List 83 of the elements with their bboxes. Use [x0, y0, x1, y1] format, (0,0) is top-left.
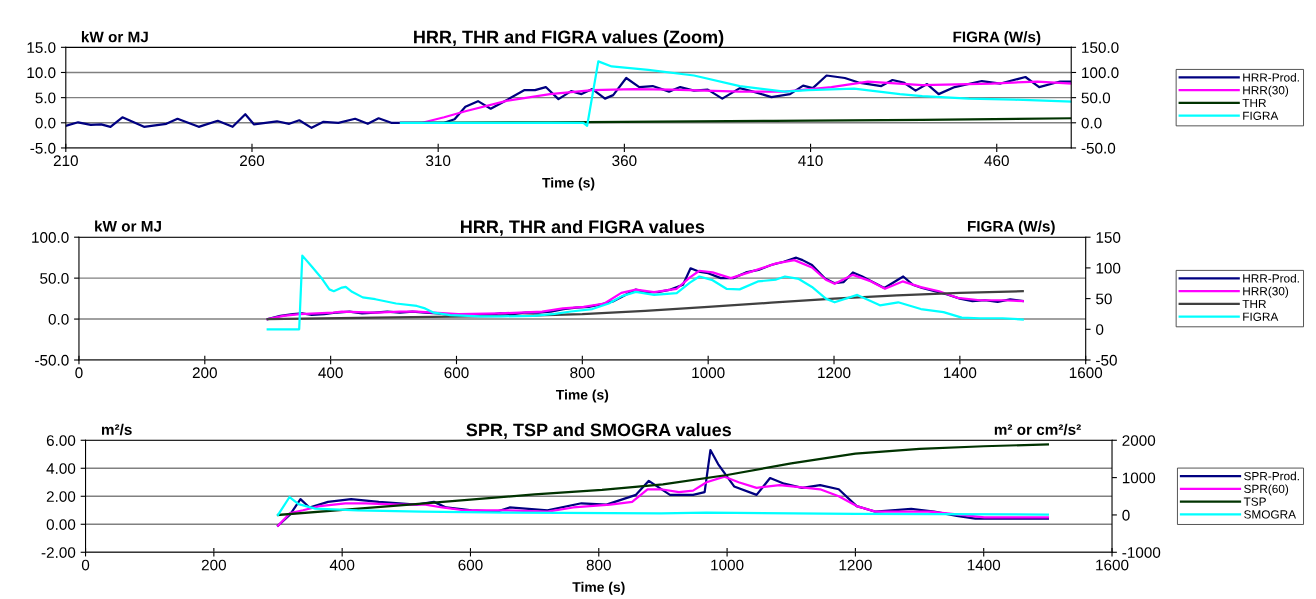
y2-tick-label: -50	[1096, 354, 1117, 366]
x-tick-label: 800	[570, 367, 595, 379]
y-tick-label: 0.0	[48, 313, 69, 325]
x-axis-title: Time (s)	[572, 581, 625, 595]
x-axis-title: Time (s)	[555, 389, 609, 403]
x-tick-label: 1000	[711, 559, 744, 571]
y2-axis-title: m² or cm²/s²	[994, 423, 1081, 436]
legend-label: HRR(30)	[1243, 286, 1289, 298]
x-tick-label: 1000	[692, 367, 725, 379]
y2-tick-label: 100	[1096, 262, 1121, 274]
x-tick-label: 200	[201, 559, 226, 571]
line-series	[276, 495, 1049, 517]
x-axis-title: Time (s)	[542, 177, 595, 191]
y-tick-label: -50.0	[35, 354, 69, 366]
x-tick-label: 310	[426, 155, 451, 167]
legend-label: THR	[1242, 98, 1266, 108]
y2-tick-label: 0	[1096, 324, 1104, 335]
y2-axis-title: FIGRA (W/s)	[953, 31, 1041, 46]
y2-tick-label: 0.0	[1081, 117, 1102, 129]
y-axis-title: m²/s	[101, 423, 132, 436]
chart-title: HRR, THR and FIGRA values	[460, 219, 705, 236]
line-series	[65, 74, 1072, 129]
y-tick-label: 100.0	[32, 232, 69, 243]
x-tick-label: 410	[798, 155, 823, 167]
x-tick-label: 1600	[1069, 367, 1103, 379]
y2-tick-label: 150	[1096, 232, 1121, 243]
line-series	[266, 290, 1024, 321]
legend-label: FIGRA	[1243, 111, 1279, 120]
x-tick-label: 1200	[839, 559, 872, 571]
y-tick-label: -5.0	[30, 142, 56, 154]
y-tick-label: 4.00	[46, 463, 76, 474]
y-tick-label: 0.0	[35, 117, 56, 129]
y2-tick-label: 50.0	[1081, 92, 1111, 104]
y-tick-label: 5.0	[35, 92, 56, 104]
line-series	[276, 475, 1049, 527]
y2-tick-label: -50.0	[1081, 142, 1116, 154]
y2-tick-label: 50	[1096, 293, 1112, 305]
y-tick-label: 6.00	[46, 435, 76, 446]
x-tick-label: 260	[240, 155, 265, 167]
legend-label: THR	[1242, 299, 1266, 309]
legend-label: HRR-Prod.	[1243, 273, 1299, 283]
legend-label: HRR-Prod.	[1243, 72, 1299, 82]
y-axis-title: kW or MJ	[81, 31, 148, 43]
y-tick-label: 0.00	[46, 519, 76, 530]
x-tick-label: 460	[984, 155, 1009, 167]
y2-tick-label: 2000	[1122, 435, 1156, 446]
x-tick-label: 0	[81, 559, 90, 571]
y-tick-label: 2.00	[46, 491, 76, 502]
y2-tick-label: 150.0	[1082, 42, 1119, 54]
y-tick-label: -2.00	[41, 547, 76, 558]
y-tick-label: 50.0	[40, 273, 69, 284]
y2-tick-label: 0	[1122, 509, 1130, 521]
x-tick-label: 360	[612, 155, 637, 167]
legend-label: TSP	[1243, 497, 1266, 506]
line-series	[266, 254, 1024, 331]
x-tick-label: 1400	[967, 559, 1001, 571]
chart-title: HRR, THR and FIGRA values (Zoom)	[414, 30, 724, 47]
legend-label: HRR(30)	[1243, 85, 1289, 97]
y2-tick-label: 100.0	[1082, 67, 1119, 79]
y2-axis-title: FIGRA (W/s)	[967, 220, 1055, 235]
y2-tick-label: -1000	[1122, 547, 1161, 558]
x-tick-label: 210	[53, 155, 78, 167]
legend-label: FIGRA	[1243, 312, 1279, 321]
y-tick-label: 10.0	[27, 67, 56, 79]
x-tick-label: 800	[586, 559, 611, 571]
x-tick-label: 600	[458, 559, 483, 571]
x-tick-label: 1400	[944, 367, 977, 379]
x-tick-label: 1200	[818, 367, 851, 379]
legend-label: SPR(60)	[1244, 484, 1289, 496]
x-tick-label: 400	[318, 367, 343, 379]
legend-label: SMOGRA	[1244, 510, 1296, 519]
x-tick-label: 200	[192, 367, 217, 379]
legend-label: SPR-Prod.	[1244, 471, 1299, 481]
line-series	[399, 60, 1072, 127]
y-tick-label: 15.0	[27, 42, 56, 54]
x-tick-label: 600	[444, 367, 469, 379]
x-tick-label: 0	[75, 367, 83, 379]
y-axis-title: kW or MJ	[95, 220, 161, 232]
y2-tick-label: 1000	[1122, 472, 1156, 484]
line-series	[276, 443, 1049, 517]
x-tick-label: 400	[329, 559, 355, 571]
chart-title: SPR, TSP and SMOGRA values	[466, 423, 731, 439]
x-tick-label: 1600	[1096, 559, 1129, 571]
